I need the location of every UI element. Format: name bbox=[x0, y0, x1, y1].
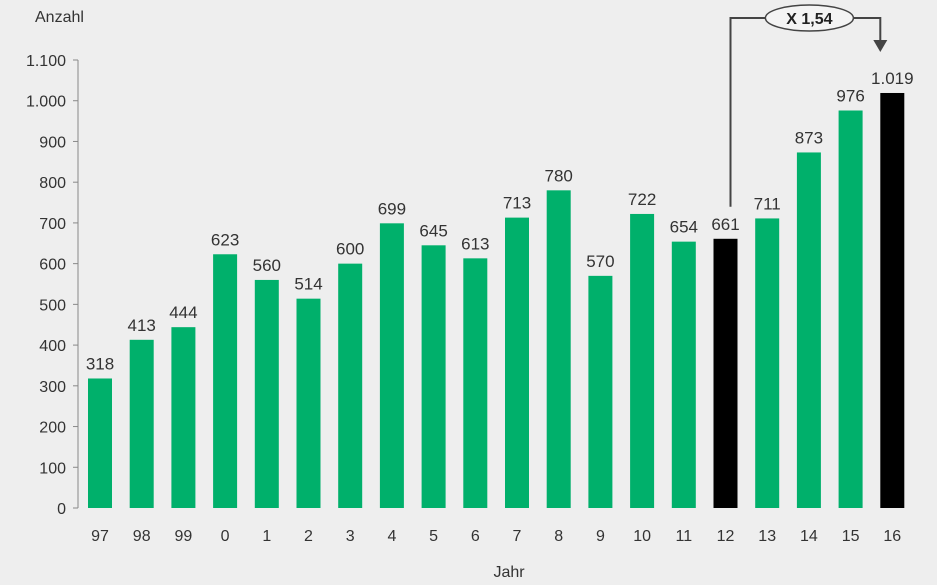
data-label-6: 613 bbox=[461, 234, 489, 253]
bar-8 bbox=[546, 190, 571, 508]
bar-0 bbox=[213, 254, 238, 508]
y-tick-label: 700 bbox=[39, 216, 66, 233]
x-tick-label-13: 13 bbox=[758, 528, 776, 545]
x-tick-label-10: 10 bbox=[633, 528, 651, 545]
bar-99 bbox=[171, 327, 196, 508]
data-label-3: 600 bbox=[336, 240, 364, 259]
x-tick-label-14: 14 bbox=[800, 528, 818, 545]
bar-2 bbox=[296, 298, 321, 508]
bar-12 bbox=[713, 238, 738, 508]
y-tick-label: 0 bbox=[57, 501, 66, 518]
data-label-9: 570 bbox=[586, 252, 614, 271]
y-axis-title: Anzahl bbox=[35, 9, 84, 26]
bar-5 bbox=[421, 245, 446, 509]
growth-annotation: X 1,54 bbox=[729, 4, 888, 207]
value-labels: 318 413 444 623 560 514 600 699 645 613 713 780 570 7… bbox=[86, 69, 914, 373]
y-tick-label: 400 bbox=[39, 338, 66, 355]
y-tick-label: 200 bbox=[39, 420, 66, 437]
data-label-10: 722 bbox=[628, 190, 656, 209]
bar-9 bbox=[588, 275, 613, 508]
x-tick-label-97: 97 bbox=[91, 528, 109, 545]
y-tick-label: 900 bbox=[39, 134, 66, 151]
bar-7 bbox=[505, 217, 529, 508]
bar-16 bbox=[880, 92, 905, 509]
x-tick-label-4: 4 bbox=[387, 528, 396, 545]
data-label-99: 444 bbox=[169, 303, 197, 322]
x-tick-label-3: 3 bbox=[346, 528, 355, 545]
x-tick-label-0: 0 bbox=[221, 528, 230, 545]
annotation-ellipse bbox=[764, 4, 855, 32]
bar-3 bbox=[338, 263, 363, 508]
y-tick-label: 300 bbox=[39, 379, 66, 396]
y-tick-label: 1.100 bbox=[26, 53, 66, 70]
y-tick-label: 500 bbox=[39, 297, 66, 314]
bar-11 bbox=[671, 241, 696, 509]
data-label-8: 780 bbox=[545, 166, 573, 185]
x-tick-label-99: 99 bbox=[175, 528, 193, 545]
x-tick-label-8: 8 bbox=[554, 528, 563, 545]
x-axis-tick-labels: 97 98 99 0 1 2 3 4 5 6 7 8 9 10 11 12 13 14 15 16 bbox=[91, 528, 901, 545]
data-label-4: 699 bbox=[378, 199, 406, 218]
data-label-7: 713 bbox=[503, 194, 531, 213]
bar-6 bbox=[463, 258, 488, 508]
bar-1 bbox=[254, 279, 279, 508]
x-tick-label-2: 2 bbox=[304, 528, 313, 545]
data-label-97: 318 bbox=[86, 354, 114, 373]
bar-14 bbox=[796, 152, 821, 508]
x-tick-label-5: 5 bbox=[429, 528, 438, 545]
bar-4 bbox=[379, 223, 404, 509]
bars bbox=[88, 92, 905, 509]
data-label-98: 413 bbox=[128, 316, 156, 335]
y-tick-label: 1.000 bbox=[26, 94, 66, 111]
x-tick-label-16: 16 bbox=[883, 528, 901, 545]
annotation-factor-label: X 1,54 bbox=[786, 11, 832, 28]
bar-97 bbox=[88, 378, 112, 508]
y-tick-label: 800 bbox=[39, 175, 66, 192]
x-tick-label-98: 98 bbox=[133, 528, 151, 545]
bar-13 bbox=[755, 218, 780, 509]
y-axis: 0 100 200 300 400 500 600 700 800 900 1.000 1.100 bbox=[26, 53, 79, 518]
data-label-11: 654 bbox=[670, 218, 698, 237]
x-tick-label-1: 1 bbox=[262, 528, 271, 545]
data-label-0: 623 bbox=[211, 230, 239, 249]
data-label-5: 645 bbox=[419, 221, 447, 240]
data-label-13: 711 bbox=[754, 194, 781, 213]
data-label-12: 661 bbox=[711, 215, 739, 234]
x-tick-label-15: 15 bbox=[842, 528, 860, 545]
bar-15 bbox=[838, 110, 863, 508]
y-tick-label: 600 bbox=[39, 257, 66, 274]
x-axis-title: Jahr bbox=[493, 564, 525, 581]
x-tick-label-6: 6 bbox=[471, 528, 480, 545]
x-tick-label-7: 7 bbox=[513, 528, 522, 545]
bar-98 bbox=[129, 339, 154, 508]
annotation-arrowhead bbox=[873, 40, 888, 52]
x-tick-label-11: 11 bbox=[675, 528, 692, 545]
data-label-1: 560 bbox=[253, 256, 281, 275]
data-label-15: 976 bbox=[836, 87, 864, 106]
data-label-14: 873 bbox=[795, 128, 823, 147]
x-tick-label-12: 12 bbox=[717, 528, 735, 545]
y-tick-label: 100 bbox=[39, 460, 66, 477]
data-label-16: 1.019 bbox=[871, 69, 914, 88]
x-tick-label-9: 9 bbox=[596, 528, 605, 545]
bar-10 bbox=[630, 213, 655, 508]
data-label-2: 514 bbox=[294, 275, 322, 294]
